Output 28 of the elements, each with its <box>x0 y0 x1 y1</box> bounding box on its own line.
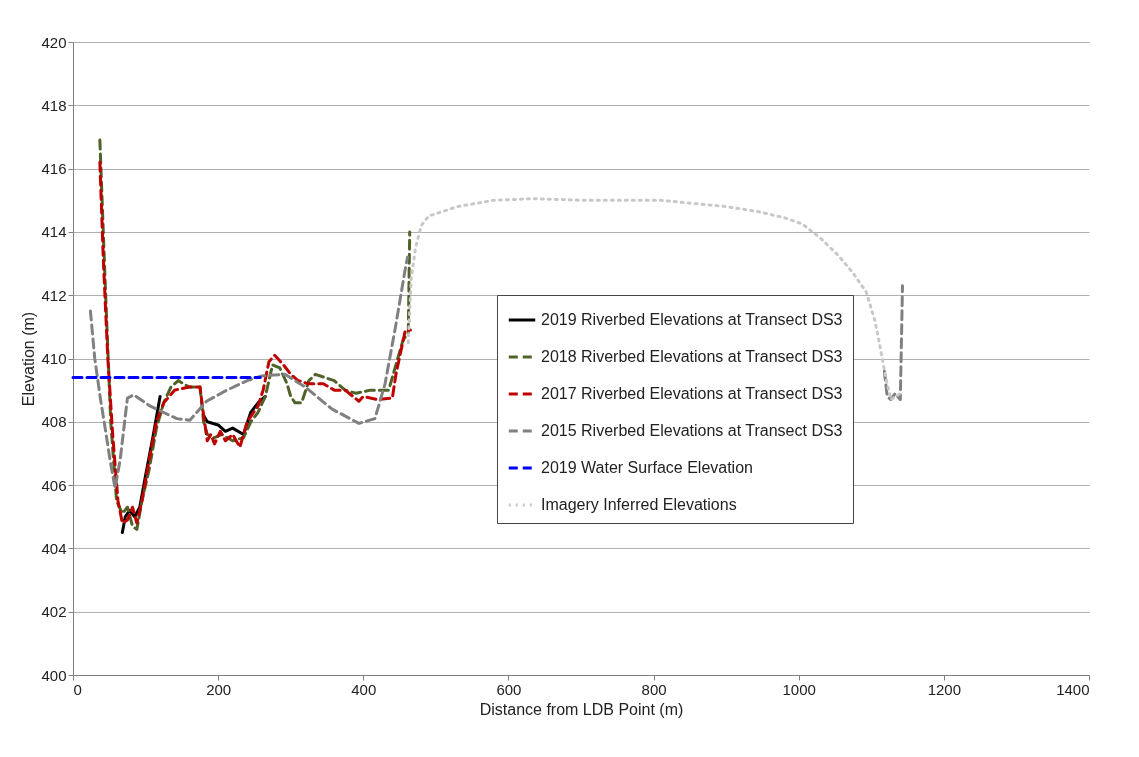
x-tick-label: 800 <box>641 680 667 698</box>
x-axis-title: Distance from LDB Point (m) <box>479 700 684 718</box>
y-tick-label: 410 <box>41 350 67 367</box>
y-tick-label: 412 <box>41 286 67 304</box>
legend-label: 2017 Riverbed Elevations at Transect DS3 <box>541 385 843 402</box>
y-tick-label: 414 <box>41 223 67 241</box>
y-tick-label: 402 <box>41 603 67 621</box>
y-tick-label: 420 <box>41 33 67 51</box>
x-tick-label: 200 <box>206 680 232 698</box>
x-tick-label: 1000 <box>782 680 816 698</box>
legend-label: 2019 Riverbed Elevations at Transect DS3 <box>541 311 843 328</box>
line-series <box>406 197 902 402</box>
y-axis-title: Elevation (m) <box>20 311 38 407</box>
y-tick-label: 400 <box>41 666 67 684</box>
y-tick-label: 416 <box>41 160 67 178</box>
legend-label: Imagery Inferred Elevations <box>541 496 737 513</box>
y-tick-label: 418 <box>41 96 67 114</box>
x-tick-label: 1400 <box>1056 680 1090 698</box>
x-tick-label: 600 <box>496 680 522 698</box>
y-tick-label: 408 <box>41 413 67 431</box>
x-tick-label: 1200 <box>927 680 962 698</box>
legend-label: 2019 Water Surface Elevation <box>541 459 753 476</box>
legend-label: 2015 Riverbed Elevations at Transect DS3 <box>541 422 843 439</box>
x-tick-label: 0 <box>73 680 82 698</box>
x-tick-label: 400 <box>351 680 377 698</box>
y-tick-label: 404 <box>41 539 67 557</box>
y-tick-label: 406 <box>41 476 67 494</box>
legend-label: 2018 Riverbed Elevations at Transect DS3 <box>541 348 843 365</box>
